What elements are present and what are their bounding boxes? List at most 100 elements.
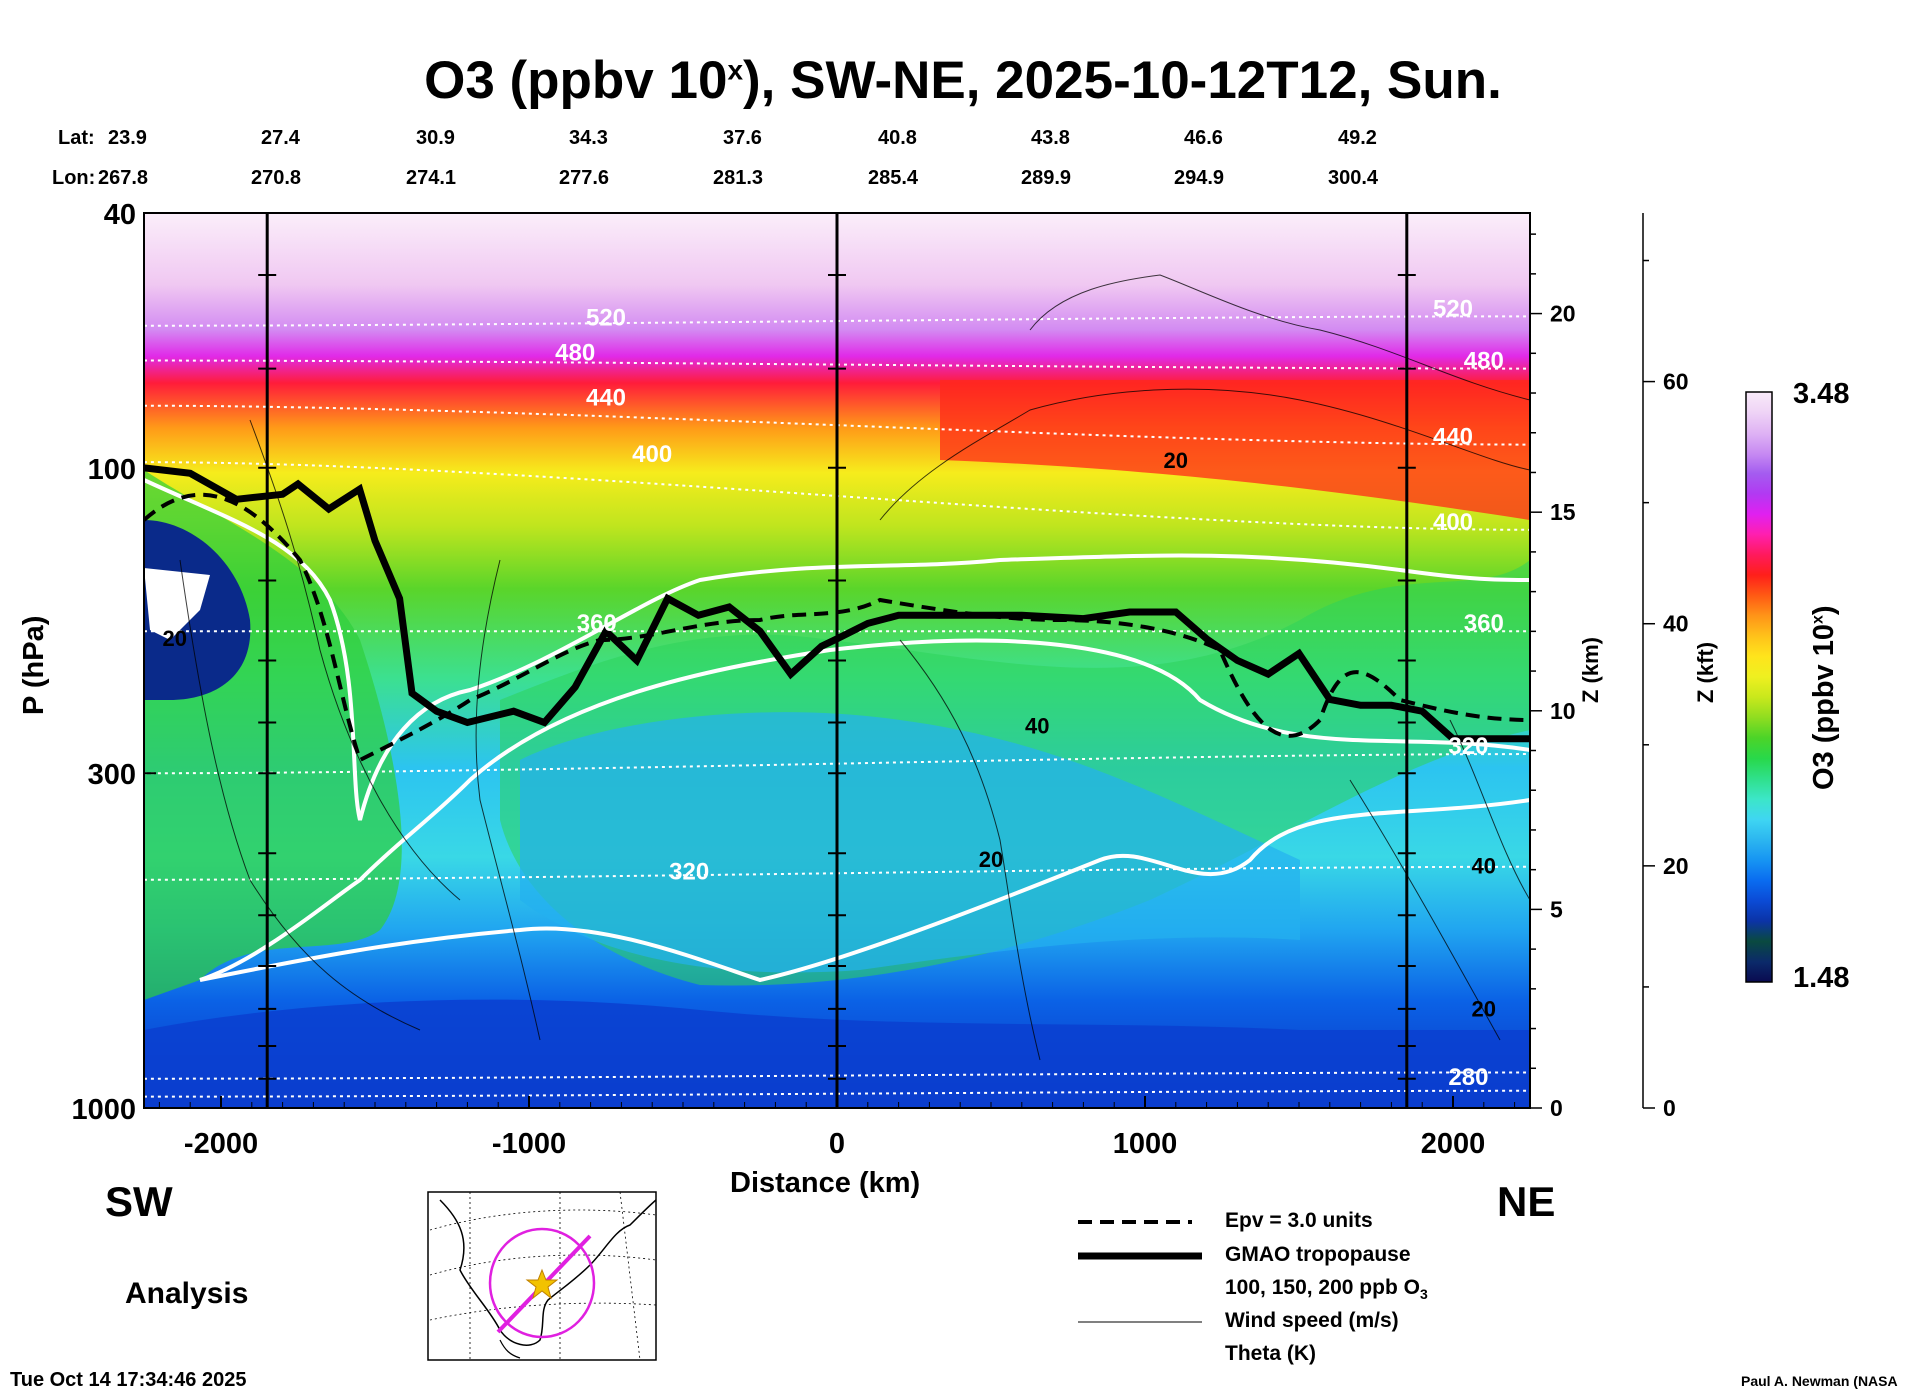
o3-contour-lower	[199, 798, 1530, 983]
theta-label: 360	[1464, 610, 1504, 637]
lat-value: 49.2	[1338, 127, 1377, 149]
wind-contour	[1449, 719, 1530, 901]
map-coastline	[439, 1199, 657, 1346]
theta-label: 400	[1433, 509, 1473, 536]
lon-value: 300.4	[1328, 167, 1379, 189]
epv-line	[144, 492, 1530, 763]
sw-label: SW	[105, 1178, 173, 1225]
lat-value: 43.8	[1031, 127, 1070, 149]
theta-label: 440	[1433, 424, 1473, 451]
x-tick-label: 2000	[1421, 1128, 1486, 1160]
theta-label: 520	[1433, 295, 1473, 322]
z-km-tick-label: 10	[1550, 698, 1576, 724]
y-tick-label: 1000	[71, 1094, 136, 1126]
wind-contour	[1349, 779, 1501, 1041]
wind-label: 20	[1472, 997, 1496, 1022]
z-kft-tick-label: 20	[1663, 853, 1689, 879]
theta-label: 320	[1448, 733, 1488, 760]
theta-label: 320	[669, 859, 709, 886]
wind-contours	[179, 274, 1530, 1061]
lon-value: 270.8	[251, 167, 302, 189]
colorbar-max-label: 3.48	[1793, 378, 1850, 410]
z-km-tick-label: 20	[1550, 301, 1576, 327]
theta-label: 440	[586, 385, 626, 412]
z-km-tick-label: 0	[1550, 1095, 1563, 1121]
lat-value: 46.6	[1184, 127, 1223, 149]
lon-value: 289.9	[1021, 167, 1072, 189]
legend-label-epv: Epv = 3.0 units	[1225, 1209, 1373, 1232]
y-axis: 40 100 300 1000	[71, 199, 156, 1126]
wind-labels: 20 20 40 20 40 20	[163, 448, 1496, 1022]
wind-contour	[179, 559, 421, 1031]
x-axis-title: Distance (km)	[730, 1167, 921, 1199]
lat-value: 40.8	[878, 127, 917, 149]
ne-label: NE	[1497, 1178, 1556, 1225]
wind-contour	[475, 559, 541, 1041]
map-range-circle	[488, 1227, 596, 1339]
colorbar-title: O3 (ppbv 10x)	[1808, 605, 1840, 790]
lon-value: 281.3	[713, 167, 764, 189]
y-axis-title: P (hPa)	[18, 615, 50, 715]
theta-labels: 520 480 440 400 360 320 520 480 440 400 360 320 280	[555, 295, 1504, 1091]
map-graticule	[429, 1191, 657, 1361]
vertical-reference-lines	[258, 213, 1416, 1108]
z-km-axis: 0 5 10 15 20	[1529, 213, 1576, 1121]
lat-value: 27.4	[261, 127, 300, 149]
x-tick-label: -1000	[492, 1128, 566, 1160]
y-tick-label: 100	[88, 454, 136, 486]
z-km-tick-label: 15	[1550, 499, 1576, 525]
z-kft-tick-label: 0	[1663, 1095, 1676, 1121]
wind-contour	[879, 388, 1530, 521]
map-star-icon	[525, 1268, 559, 1300]
ozone-max-east	[940, 380, 1530, 520]
z-km-axis-title: Z (km)	[1578, 637, 1603, 703]
lat-value: 34.3	[569, 127, 608, 149]
theta-label: 360	[577, 610, 617, 637]
x-tick-label: 1000	[1113, 1128, 1178, 1160]
legend-label-o3: 100, 150, 200 ppb O3	[1225, 1276, 1428, 1303]
analysis-label: Analysis	[125, 1277, 249, 1310]
legend-samples	[1078, 1220, 1202, 1356]
wind-label: 20	[979, 847, 1003, 872]
o3-contour-upper	[144, 478, 1530, 821]
wind-contour	[1029, 274, 1530, 401]
z-kft-axis-title: Z (kft)	[1693, 641, 1718, 703]
wind-label: 40	[1025, 713, 1049, 738]
lat-value: 30.9	[416, 127, 455, 149]
z-km-tick-label: 5	[1550, 896, 1563, 922]
chart-title: O3 (ppbv 10x), SW-NE, 2025-10-12T12, Sun…	[424, 51, 1502, 110]
lat-value: 23.9	[108, 127, 147, 149]
lon-value: 285.4	[868, 167, 919, 189]
lat-label: Lat:	[58, 127, 95, 149]
lon-label: Lon:	[52, 167, 96, 189]
map-coastline	[499, 1339, 521, 1359]
lat-value: 37.6	[723, 127, 762, 149]
missing-data-patch	[144, 568, 210, 640]
theta-label: 280	[1448, 1064, 1488, 1091]
lon-value: 294.9	[1174, 167, 1225, 189]
y-tick-label: 40	[104, 199, 136, 231]
wind-label: 20	[1164, 448, 1188, 473]
lon-value: 274.1	[406, 167, 457, 189]
tropospheric-core	[520, 712, 1300, 973]
wind-label: 40	[1472, 853, 1496, 878]
timestamp: Tue Oct 14 17:34:46 2025	[10, 1369, 247, 1391]
credit: Paul A. Newman (NASA	[1741, 1373, 1898, 1389]
z-kft-tick-label: 40	[1663, 611, 1689, 637]
x-axis: -2000 -1000 0 1000 2000	[158, 1096, 1516, 1160]
theta-label: 480	[1464, 348, 1504, 375]
o3-ppb-contours	[144, 478, 1530, 983]
lon-value: 267.8	[98, 167, 149, 189]
theta-label: 400	[632, 441, 672, 468]
x-tick-label: -2000	[184, 1128, 258, 1160]
y-tick-label: 300	[88, 759, 136, 791]
o3-contour-middle	[199, 638, 1530, 982]
colorbar-min-label: 1.48	[1793, 962, 1850, 994]
wind-contour	[899, 639, 1041, 1061]
colorbar	[1745, 391, 1773, 983]
tropopause-line	[144, 464, 1530, 743]
z-kft-tick-label: 60	[1663, 369, 1689, 395]
legend-label-wind: Wind speed (m/s)	[1225, 1309, 1399, 1332]
lon-value: 277.6	[559, 167, 610, 189]
